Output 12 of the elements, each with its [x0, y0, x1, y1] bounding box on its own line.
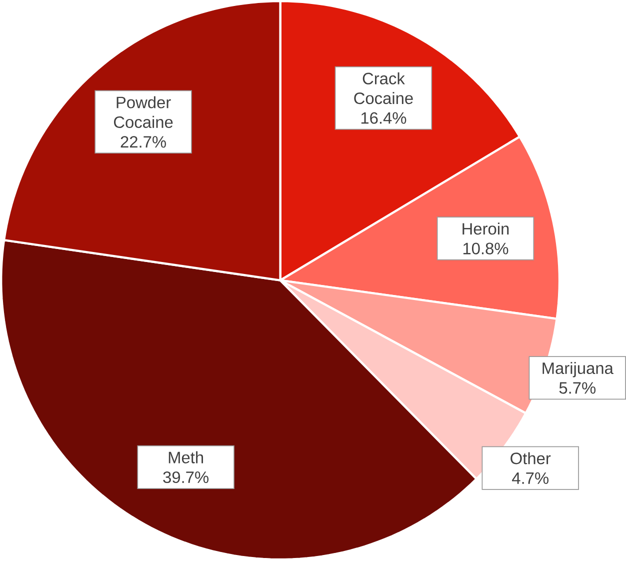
slice-label: Meth	[168, 451, 204, 464]
data-label: 22.7%	[120, 136, 166, 148]
slice-label: Powder Cocaine	[114, 96, 173, 128]
slice-label: Crack Cocaine	[354, 72, 413, 104]
data-label: 4.7%	[512, 472, 548, 484]
data-label: 5.7%	[559, 382, 596, 394]
slice-label: Other	[510, 452, 551, 464]
slice-label: Heroin	[462, 222, 509, 235]
data-label: 39.7%	[163, 472, 208, 484]
data-label: 10.8%	[463, 242, 508, 255]
data-label: 16.4%	[361, 112, 406, 124]
slice-label: Marijuana	[542, 362, 614, 378]
